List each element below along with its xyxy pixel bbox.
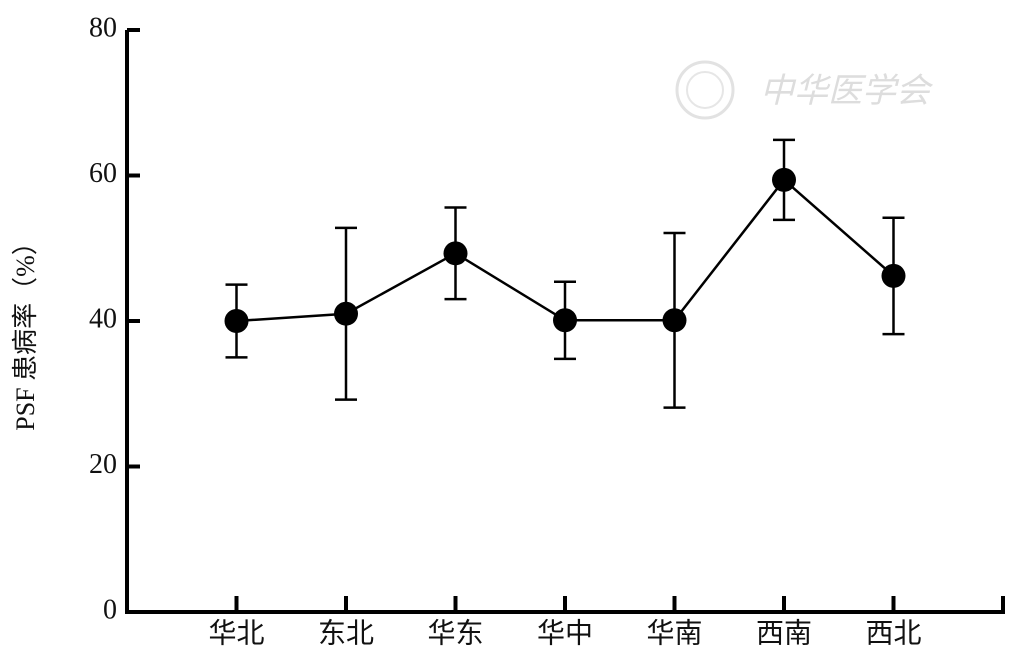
data-point (443, 241, 468, 266)
x-tick-label: 东北 (318, 617, 374, 649)
y-tick-label: 0 (103, 594, 117, 625)
y-tick-label: 80 (89, 12, 117, 43)
watermark-seal (675, 60, 735, 120)
data-point (881, 263, 906, 288)
x-tick-label: 华东 (427, 617, 483, 649)
y-tick-label: 20 (89, 449, 117, 480)
y-tick-label: 60 (89, 158, 117, 189)
watermark-text: 中华医学会 (760, 73, 934, 110)
x-tick-label: 华北 (208, 617, 264, 649)
data-point (553, 308, 577, 333)
data-point (662, 308, 687, 333)
x-tick-label: 华中 (537, 617, 593, 649)
x-tick-label: 西北 (865, 618, 921, 649)
watermark-seal-inner (686, 71, 724, 109)
watermark: 中华医学会 (675, 60, 934, 120)
x-tick-label: 华南 (646, 617, 702, 649)
data-point (772, 167, 796, 192)
data-point (224, 309, 249, 333)
y-axis-label: PSF 患病率（%） (11, 229, 40, 431)
x-tick-label: 西南 (756, 617, 812, 649)
y-tick-label: 40 (89, 303, 117, 334)
data-point (334, 301, 358, 326)
